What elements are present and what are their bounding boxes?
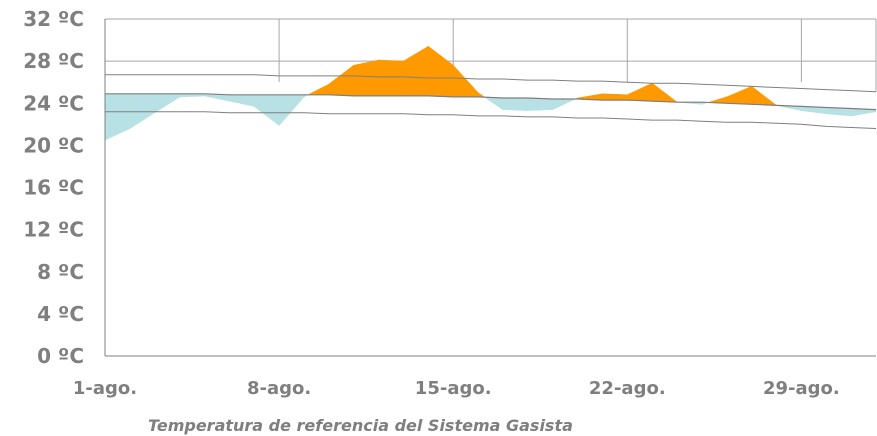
- fill-above-15-0: [452, 64, 479, 98]
- y-tick-label-0: 0 ºC: [37, 344, 84, 368]
- fill-below-18-0: [527, 97, 554, 111]
- fill-below-19-0: [552, 98, 576, 111]
- deviation-fills: [104, 45, 877, 141]
- series-line-reference: [105, 93, 877, 111]
- series-line-lower: [105, 111, 877, 129]
- y-tick-label-20: 20 ºC: [23, 133, 84, 157]
- fill-below-3-0: [154, 93, 180, 114]
- fill-above-27-0: [751, 85, 778, 106]
- fill-above-23-0: [651, 82, 678, 103]
- fill-above-14-0: [427, 45, 454, 98]
- x-tick-label-22: 22-ago.: [589, 378, 666, 399]
- fill-above-21-0: [602, 93, 628, 101]
- fill-below-2-0: [129, 93, 155, 130]
- x-tick-label-29: 29-ago.: [763, 378, 840, 399]
- fill-below-17-0: [502, 97, 529, 111]
- fill-below-8-0: [278, 94, 305, 127]
- y-tick-label-32: 32 ºC: [23, 7, 84, 31]
- chart-caption: Temperatura de referencia del Sistema Ga…: [148, 416, 573, 435]
- fill-above-10-0: [328, 64, 355, 97]
- fill-below-16-1: [483, 96, 504, 111]
- y-tick-label-4: 4 ºC: [37, 302, 84, 326]
- y-tick-label-24: 24 ºC: [23, 91, 84, 115]
- x-tick-label-8: 8-ago.: [247, 378, 311, 399]
- y-tick-label-16: 16 ºC: [23, 176, 84, 200]
- series-line-upper: [105, 74, 877, 93]
- x-tick-labels: 1-ago. 8-ago. 15-ago. 22-ago. 29-ago.: [73, 378, 840, 399]
- fill-above-22-0: [626, 82, 653, 102]
- x-tick-label-1: 1-ago.: [73, 378, 137, 399]
- y-tick-labels: 0 ºC 4 ºC 8 ºC 12 ºC 16 ºC 20 ºC 24 ºC 28 ºC 32 …: [23, 7, 84, 368]
- fill-above-9-1: [307, 83, 330, 96]
- y-tick-label-12: 12 ºC: [23, 218, 84, 242]
- x-tick-label-15: 15-ago.: [415, 378, 492, 399]
- fill-below-7-0: [253, 94, 280, 127]
- series-lines: [105, 74, 877, 129]
- fill-above-12-0: [378, 59, 404, 97]
- fill-above-13-0: [403, 45, 429, 97]
- y-tick-label-28: 28 ºC: [23, 49, 84, 73]
- gridlines: [105, 18, 877, 92]
- fill-above-11-0: [353, 59, 379, 97]
- axes: [104, 19, 876, 357]
- fill-above-26-0: [726, 85, 752, 105]
- fill-below-1-0: [104, 93, 131, 141]
- fill-below-6-0: [229, 94, 255, 107]
- y-tick-label-8: 8 ºC: [37, 260, 84, 284]
